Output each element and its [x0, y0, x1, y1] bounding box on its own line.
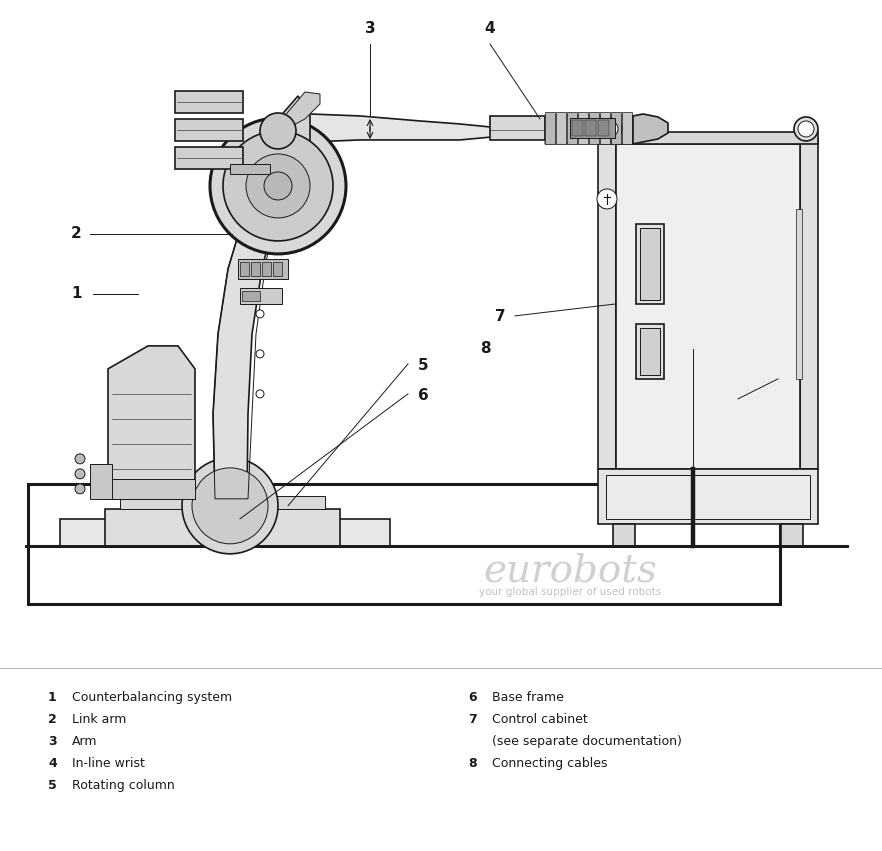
Text: your global supplier of used robots: your global supplier of used robots	[479, 587, 662, 597]
Bar	[28, 484, 780, 604]
Polygon shape	[282, 92, 320, 131]
Bar	[616, 144, 800, 469]
Text: 6: 6	[418, 388, 429, 403]
Bar	[613, 524, 635, 545]
Bar	[796, 209, 802, 379]
Bar	[242, 291, 260, 301]
Polygon shape	[545, 116, 643, 144]
Polygon shape	[90, 464, 112, 499]
Circle shape	[246, 154, 310, 218]
Circle shape	[75, 454, 85, 464]
Bar	[175, 119, 243, 141]
Text: 4: 4	[48, 757, 56, 770]
Polygon shape	[213, 196, 282, 499]
Text: 6: 6	[468, 691, 476, 704]
Circle shape	[182, 458, 278, 554]
Bar	[545, 112, 555, 144]
Bar	[611, 112, 621, 144]
Bar	[175, 91, 243, 113]
Bar	[640, 228, 660, 300]
Bar	[598, 132, 818, 144]
Circle shape	[210, 118, 346, 254]
Text: eurobots: eurobots	[483, 552, 657, 589]
Text: 1: 1	[71, 287, 82, 301]
Bar	[600, 112, 610, 144]
Bar	[251, 262, 260, 276]
Bar	[570, 118, 615, 138]
Circle shape	[75, 484, 85, 494]
Bar	[800, 139, 818, 469]
Circle shape	[256, 390, 264, 398]
Bar	[175, 147, 243, 169]
Text: Rotating column: Rotating column	[72, 779, 175, 792]
Circle shape	[798, 121, 814, 137]
Text: 7: 7	[496, 310, 506, 324]
Text: 5: 5	[48, 779, 56, 792]
Polygon shape	[278, 96, 310, 156]
Text: 1: 1	[48, 691, 56, 704]
Text: 5: 5	[418, 358, 429, 374]
Text: 8: 8	[480, 341, 490, 357]
Bar	[490, 116, 545, 140]
Circle shape	[75, 469, 85, 479]
Text: 7: 7	[468, 713, 477, 726]
Bar	[598, 469, 818, 524]
Text: 4: 4	[485, 21, 496, 36]
Text: Connecting cables: Connecting cables	[492, 757, 608, 770]
Text: Arm: Arm	[72, 735, 98, 748]
Bar	[781, 524, 803, 545]
Text: In-line wrist: In-line wrist	[72, 757, 145, 770]
Bar	[598, 139, 616, 469]
Polygon shape	[108, 479, 195, 499]
Circle shape	[256, 350, 264, 358]
Text: (see separate documentation): (see separate documentation)	[492, 735, 682, 748]
Text: 2: 2	[71, 226, 82, 242]
Bar	[589, 112, 599, 144]
Circle shape	[260, 113, 296, 149]
Polygon shape	[633, 114, 668, 144]
Text: 3: 3	[48, 735, 56, 748]
Circle shape	[602, 121, 618, 137]
Polygon shape	[60, 519, 390, 545]
Bar	[238, 259, 288, 279]
Circle shape	[264, 172, 292, 200]
Bar	[240, 262, 249, 276]
Bar	[606, 475, 810, 519]
Text: Counterbalancing system: Counterbalancing system	[72, 691, 232, 704]
Bar	[262, 262, 271, 276]
Polygon shape	[105, 509, 340, 545]
Circle shape	[794, 117, 818, 141]
Text: 2: 2	[48, 713, 56, 726]
Bar	[567, 112, 577, 144]
Bar	[240, 288, 282, 304]
Polygon shape	[108, 346, 195, 499]
Circle shape	[597, 189, 617, 209]
Bar	[572, 120, 583, 136]
Polygon shape	[278, 114, 492, 142]
Circle shape	[223, 131, 333, 241]
Bar	[640, 328, 660, 375]
Circle shape	[192, 468, 268, 544]
Circle shape	[256, 310, 264, 318]
Bar	[585, 120, 596, 136]
Text: 8: 8	[468, 757, 476, 770]
Bar	[230, 164, 270, 174]
Bar	[636, 324, 664, 379]
Bar	[622, 112, 632, 144]
Bar	[636, 224, 664, 304]
Bar	[578, 112, 588, 144]
Polygon shape	[120, 496, 325, 509]
Bar	[556, 112, 566, 144]
Text: Base frame: Base frame	[492, 691, 564, 704]
Text: Control cabinet: Control cabinet	[492, 713, 587, 726]
Bar	[598, 120, 609, 136]
Text: 3: 3	[364, 21, 376, 36]
Circle shape	[598, 117, 622, 141]
Text: Link arm: Link arm	[72, 713, 126, 726]
Bar	[273, 262, 282, 276]
